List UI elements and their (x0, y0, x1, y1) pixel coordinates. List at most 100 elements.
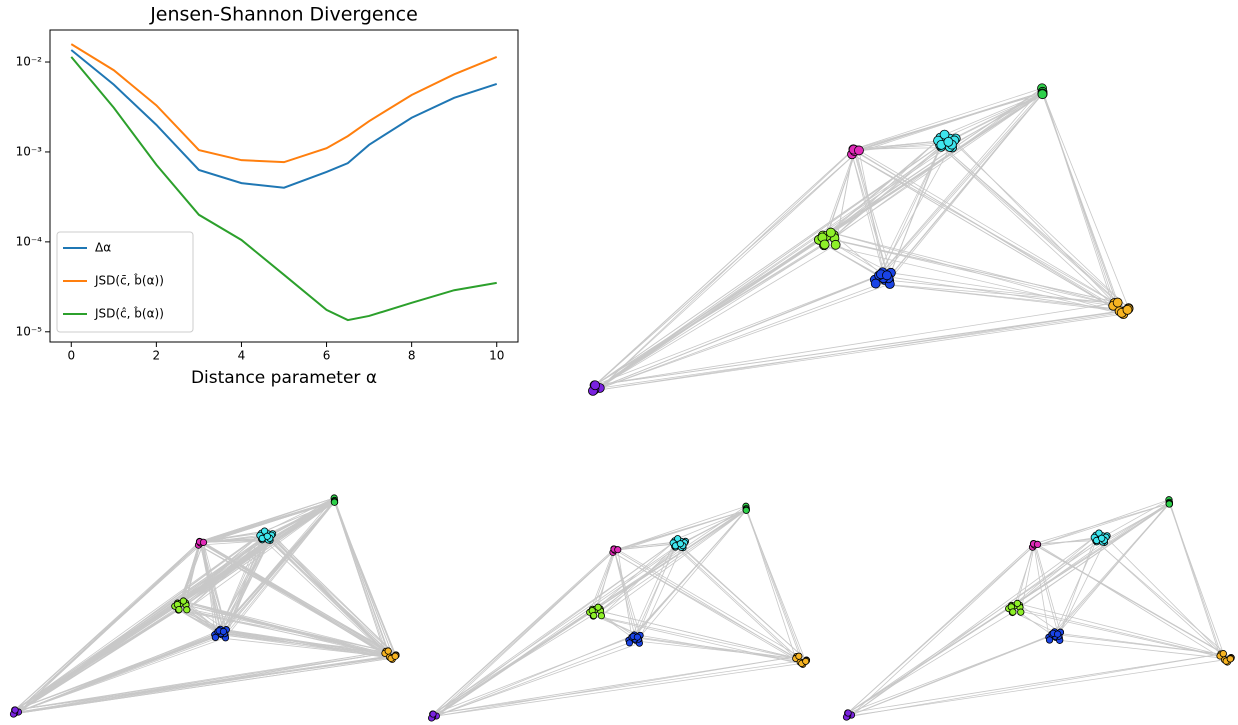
edge (833, 93, 1043, 238)
edge (628, 639, 796, 659)
node (183, 606, 191, 614)
edge (851, 91, 1043, 155)
node (1009, 608, 1017, 616)
edge (1041, 88, 1115, 304)
node (1033, 540, 1042, 549)
node (870, 278, 881, 289)
edge (848, 653, 1221, 714)
x-tick-label: 10 (489, 349, 504, 363)
edge (1016, 543, 1034, 604)
edge (200, 500, 335, 544)
node (175, 605, 183, 614)
network-diagrams (9, 83, 1235, 722)
node (802, 657, 810, 665)
edge (177, 501, 335, 604)
node (882, 270, 892, 281)
edge (823, 236, 1118, 303)
edge (944, 92, 1043, 136)
edge (592, 237, 825, 392)
edge (185, 500, 335, 604)
edge (851, 546, 1033, 716)
edge (1017, 603, 1232, 659)
node (1226, 655, 1234, 663)
edge (203, 501, 335, 543)
edge (853, 149, 890, 281)
edge (431, 634, 635, 719)
edge (846, 653, 1221, 718)
node (943, 136, 954, 147)
y-tick-label: 10⁻⁴ (16, 234, 43, 248)
edge (672, 542, 797, 657)
edge (847, 658, 1231, 717)
node (1112, 297, 1123, 308)
edge (847, 543, 1034, 714)
axes-frame (49, 29, 519, 343)
edge (220, 497, 335, 631)
edge (1017, 603, 1061, 633)
edge (851, 537, 1095, 716)
edge (1014, 540, 1097, 607)
edge (224, 501, 335, 636)
edge (594, 148, 854, 386)
edge (594, 275, 881, 391)
edge (271, 500, 335, 536)
edge (878, 88, 1043, 276)
edge (823, 151, 856, 238)
edge (18, 633, 222, 713)
node (199, 538, 208, 546)
edge (1033, 503, 1170, 545)
node (795, 652, 803, 660)
network (842, 496, 1235, 721)
edge (855, 150, 888, 276)
edge (847, 612, 1013, 714)
edge (594, 150, 860, 386)
edge (432, 655, 799, 715)
edge (334, 500, 390, 658)
edge (830, 146, 942, 233)
node (263, 532, 271, 540)
edge (183, 600, 386, 652)
node (1045, 636, 1054, 644)
edge (595, 302, 1118, 386)
edge (854, 141, 949, 152)
edge (15, 655, 396, 711)
edge (1033, 543, 1232, 658)
edge (1055, 632, 1221, 655)
edge (680, 509, 747, 545)
edge (220, 500, 335, 630)
edge (261, 497, 335, 534)
edge (612, 509, 747, 553)
edge (858, 150, 1128, 311)
edge (613, 549, 640, 644)
edge (883, 93, 1043, 274)
series-line (70, 43, 498, 164)
edge (178, 609, 389, 652)
edge (823, 93, 1043, 238)
node (1013, 599, 1021, 608)
edge (594, 237, 825, 386)
edge (203, 539, 263, 543)
edge (951, 93, 1043, 146)
edge (854, 151, 892, 273)
network (9, 494, 400, 718)
edge (15, 650, 386, 711)
edge (592, 313, 1124, 392)
legend-label: Δα (95, 241, 111, 255)
node (614, 546, 622, 554)
edge (14, 652, 386, 714)
edge (592, 310, 1120, 392)
edge (940, 146, 1118, 303)
edge (431, 549, 616, 719)
edge (847, 608, 1009, 714)
node (1219, 650, 1227, 658)
edge (851, 154, 886, 280)
node (854, 145, 864, 156)
node (1037, 89, 1048, 100)
edge (632, 636, 806, 662)
edge (617, 549, 800, 657)
node (594, 603, 602, 611)
edge (220, 501, 335, 631)
x-tick-label: 8 (408, 349, 416, 363)
edge (1042, 91, 1129, 309)
